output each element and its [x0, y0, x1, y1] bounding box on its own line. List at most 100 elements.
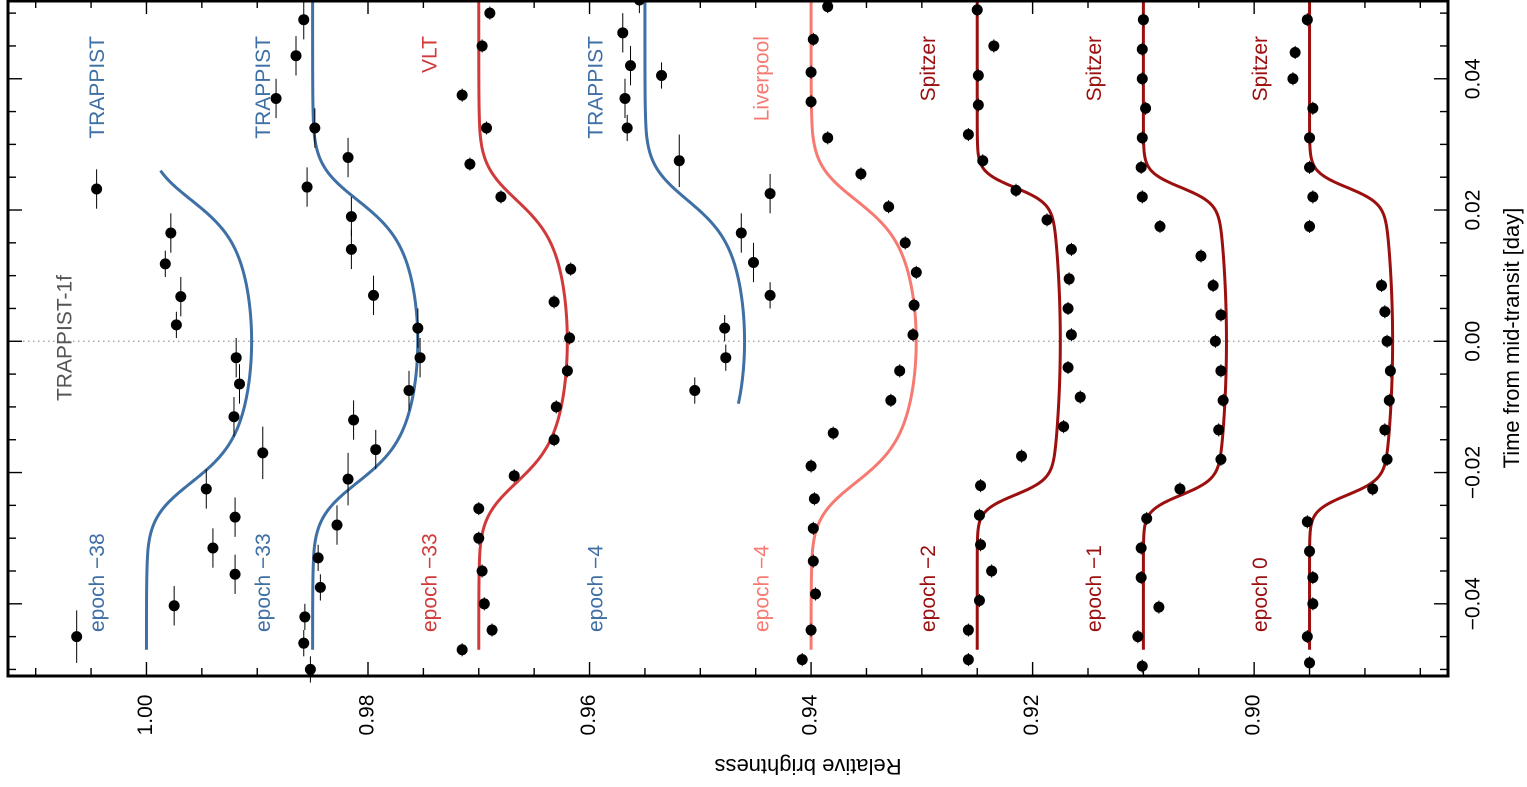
- data-point: [301, 181, 313, 193]
- data-point: [370, 444, 382, 456]
- data-point: [810, 588, 822, 600]
- data-point: [1135, 542, 1147, 554]
- plot-frame: [6, 0, 1450, 678]
- data-point: [464, 158, 476, 170]
- time-tick-label: 0.00: [1462, 321, 1485, 362]
- data-point: [883, 201, 895, 213]
- model-curve-trappist: [311, 0, 420, 650]
- data-point: [617, 27, 629, 39]
- data-point: [720, 352, 732, 364]
- labels-layer: 1.00 0.98 0.96 0.94 0.92 0.90 −0.04 −0.02 0.00 0.…: [54, 36, 1524, 779]
- x-axis-title: Relative brightness: [714, 754, 901, 779]
- data-point: [207, 542, 219, 554]
- data-point: [1136, 132, 1148, 144]
- data-point: [1379, 306, 1391, 318]
- data-point: [807, 33, 819, 45]
- data-point: [230, 352, 242, 364]
- instrument-label: TRAPPIST: [584, 36, 607, 139]
- data-point: [973, 595, 985, 607]
- epoch-label: epoch 0: [1249, 557, 1272, 632]
- data-point: [1376, 279, 1388, 291]
- instrument-label: Spitzer: [1083, 36, 1106, 101]
- data-point: [1383, 394, 1395, 406]
- epoch-label: epoch −38: [86, 533, 109, 632]
- data-point: [1132, 631, 1144, 643]
- model-curve-spitzer: [1308, 0, 1395, 650]
- data-point: [1136, 73, 1148, 85]
- data-point: [673, 155, 685, 167]
- data-point: [1301, 631, 1313, 643]
- instrument-label: Spitzer: [917, 36, 940, 101]
- data-point: [1207, 279, 1219, 291]
- data-point: [1195, 250, 1207, 262]
- data-point: [228, 411, 240, 423]
- data-point: [764, 188, 776, 200]
- data-point: [1381, 453, 1393, 465]
- data-point: [342, 152, 354, 164]
- epoch-label: epoch −2: [917, 545, 940, 632]
- data-point: [625, 60, 637, 72]
- data-point: [1213, 424, 1225, 436]
- data-point: [977, 155, 989, 167]
- data-point: [908, 299, 920, 311]
- data-point: [298, 637, 310, 649]
- data-point: [561, 365, 573, 377]
- data-point: [257, 447, 269, 459]
- data-point: [972, 99, 984, 111]
- data-points-layer: [71, 0, 1396, 683]
- data-point: [656, 69, 668, 81]
- data-point: [495, 191, 507, 203]
- data-point: [1384, 365, 1396, 377]
- data-point: [621, 122, 633, 134]
- data-point: [735, 227, 747, 239]
- data-point: [1301, 516, 1313, 528]
- data-point: [805, 96, 817, 108]
- data-point: [988, 40, 1000, 52]
- data-point: [91, 183, 103, 195]
- epoch-label: epoch −33: [252, 533, 275, 632]
- data-point: [1304, 132, 1316, 144]
- data-point: [229, 568, 241, 580]
- data-point: [1065, 243, 1077, 255]
- data-point: [456, 644, 468, 656]
- data-point: [894, 365, 906, 377]
- data-point: [1174, 483, 1186, 495]
- data-point: [412, 322, 424, 334]
- epoch-label: epoch −1: [1083, 545, 1106, 632]
- data-point: [309, 122, 321, 134]
- data-point: [822, 132, 834, 144]
- data-point: [975, 539, 987, 551]
- model-curve-spitzer: [1141, 0, 1228, 650]
- data-point: [1381, 335, 1393, 347]
- data-point: [290, 50, 302, 62]
- data-point: [899, 237, 911, 249]
- data-point: [165, 227, 177, 239]
- epoch-label: epoch −4: [751, 545, 774, 632]
- time-tick-label: 0.04: [1462, 58, 1485, 99]
- data-point: [910, 266, 922, 278]
- data-point: [1304, 657, 1316, 669]
- data-point: [1215, 365, 1227, 377]
- epoch-label: epoch −4: [584, 545, 607, 632]
- data-point: [170, 319, 182, 331]
- brightness-tick-label: 0.96: [577, 695, 600, 736]
- instrument-label: Spitzer: [1249, 36, 1272, 101]
- data-point: [456, 89, 468, 101]
- data-point: [689, 385, 701, 397]
- data-point: [175, 291, 187, 303]
- data-point: [486, 624, 498, 636]
- data-point: [1016, 450, 1028, 462]
- time-tick-label: −0.02: [1462, 446, 1485, 499]
- epoch-label: epoch −33: [418, 533, 441, 632]
- data-point: [1307, 598, 1319, 610]
- data-point: [885, 394, 897, 406]
- data-point: [805, 66, 817, 78]
- data-point: [764, 289, 776, 301]
- data-point: [508, 470, 520, 482]
- model-curve-spitzer: [975, 0, 1062, 650]
- data-point: [1307, 572, 1319, 584]
- data-point: [476, 565, 488, 577]
- data-point: [1137, 14, 1149, 26]
- data-point: [1367, 483, 1379, 495]
- data-point: [805, 624, 817, 636]
